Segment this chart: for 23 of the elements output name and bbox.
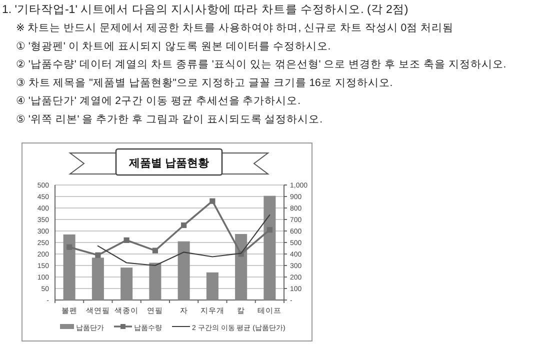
point — [66, 244, 72, 250]
point — [152, 248, 158, 254]
text: ⑤ '위쪽 리본' 을 추가한 후 그림과 같이 표시되도록 설정하시오. — [16, 114, 323, 126]
text: ② '납품수량' 데이터 계열의 차트 종류를 '표식이 있는 꺾은선형' 으로 변경한 후 보조 축을 지정하시오. — [16, 58, 506, 71]
bar — [206, 272, 218, 300]
point — [266, 227, 272, 233]
bar — [92, 258, 104, 300]
text: ① '형광펜' 이 차트에 표시되지 않도록 원본 데이터를 수정하시오. — [16, 40, 331, 52]
bar — [178, 241, 190, 300]
point — [181, 222, 187, 228]
text: ④ '납품단가' 계열에 2구간 이동 평균 추세선을 추가하시오. — [16, 95, 301, 108]
text: ③ 차트 제목을 "제품별 납품현황"으로 지정하고 글꼴 크기를 16로 지정하시오. — [16, 76, 393, 89]
point — [124, 237, 130, 243]
text: ※ 차트는 반드시 문제에서 제공한 차트를 사용하여야 하며, 신규로 차트 작성시 0점 처리됨 — [16, 22, 454, 34]
bar — [149, 262, 162, 300]
point — [210, 198, 216, 204]
chart-title: 제품별 납품현황 — [128, 158, 210, 170]
bar — [264, 196, 276, 300]
point — [95, 252, 101, 258]
text: 1. '기타작업-1' 시트에서 다음의 지시사항에 따라 차트를 수정하시오. (각 2점) — [2, 4, 408, 16]
bar — [235, 234, 248, 300]
bar — [63, 234, 76, 300]
bar — [120, 268, 133, 300]
